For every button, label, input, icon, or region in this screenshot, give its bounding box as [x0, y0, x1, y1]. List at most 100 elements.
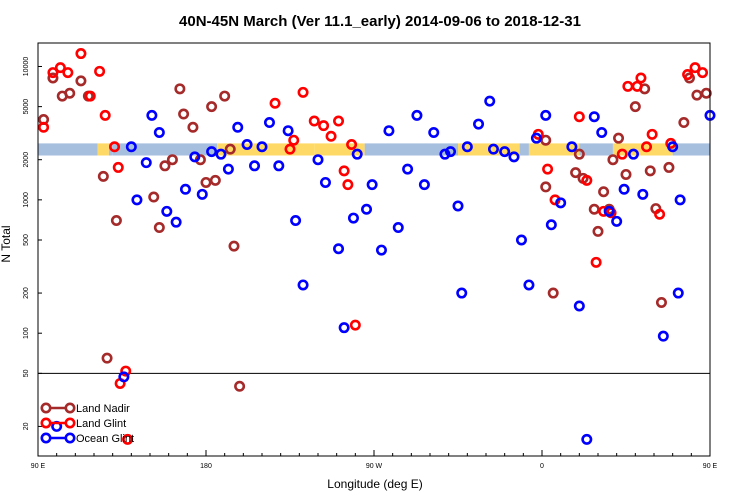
data-point-land-glint — [54, 62, 66, 74]
data-point-land-glint — [697, 67, 709, 79]
data-point-ocean-glint — [487, 143, 499, 155]
data-point-ocean-glint — [161, 205, 173, 217]
data-point-land-nadir — [110, 214, 122, 226]
chart-title: 40N-45N March (Ver 11.1_early) 2014-09-0… — [179, 13, 581, 30]
data-point-ocean-glint — [290, 214, 302, 226]
band-segment — [672, 143, 710, 156]
data-point-ocean-glint — [672, 287, 684, 299]
data-point-land-nadir — [209, 174, 221, 186]
data-point-ocean-glint — [555, 197, 567, 209]
data-point-ocean-glint — [618, 183, 630, 195]
data-point-ocean-glint — [351, 148, 363, 160]
data-point-land-glint — [269, 97, 281, 109]
data-point-land-glint — [109, 141, 121, 153]
data-point-land-glint — [47, 67, 59, 79]
data-point-land-nadir — [47, 72, 59, 84]
data-point-land-nadir — [573, 148, 585, 160]
data-point-land-nadir — [148, 191, 160, 203]
legend-label: Land Glint — [76, 418, 126, 430]
y-tick-label: 20 — [23, 422, 30, 430]
x-axis-label: Longitude (deg E) — [327, 477, 422, 491]
y-tick-label: 50 — [23, 369, 30, 377]
data-point-land-nadir — [206, 101, 218, 113]
data-point-ocean-glint — [473, 118, 485, 130]
legend-label: Ocean Glint — [76, 433, 134, 445]
data-point-ocean-glint — [333, 243, 345, 255]
data-point-ocean-glint — [125, 141, 137, 153]
data-point-land-glint — [288, 134, 300, 146]
x-axis-ticks: 90 E 180 90 W 0 90 E — [31, 450, 718, 470]
data-point-ocean-glint — [667, 141, 679, 153]
data-point-ocean-glint — [146, 109, 158, 121]
legend-marker — [64, 417, 76, 429]
data-point-ocean-glint — [603, 205, 615, 217]
data-point-land-nadir — [540, 181, 552, 193]
band-segment — [528, 143, 580, 156]
data-point-land-glint — [581, 174, 593, 186]
band-segment — [38, 143, 98, 156]
data-point-land-nadir — [101, 352, 113, 364]
band-segment — [97, 143, 109, 156]
data-point-land-glint — [318, 120, 330, 132]
data-point-land-nadir — [613, 132, 625, 144]
data-point-land-glint — [99, 109, 111, 121]
data-point-land-glint — [325, 130, 337, 142]
data-point-ocean-glint — [573, 300, 585, 312]
data-point-ocean-glint — [530, 132, 542, 144]
data-point-land-nadir — [187, 121, 199, 133]
data-point-ocean-glint — [215, 148, 227, 160]
y-tick-label: 5000 — [23, 99, 30, 115]
data-point-land-nadir — [228, 240, 240, 252]
data-point-land-glint — [689, 62, 701, 74]
data-point-land-glint — [284, 143, 296, 155]
data-point-ocean-glint — [338, 322, 350, 334]
data-point-land-glint — [120, 365, 132, 377]
data-point-ocean-glint — [428, 126, 440, 138]
data-point-ocean-glint — [189, 151, 201, 163]
data-point-land-glint — [112, 161, 124, 173]
data-point-land-nadir — [224, 143, 236, 155]
data-point-ocean-glint — [196, 188, 208, 200]
data-point-ocean-glint — [484, 95, 496, 107]
data-point-land-nadir — [219, 90, 231, 102]
data-point-land-nadir — [588, 203, 600, 215]
data-point-ocean-glint — [297, 279, 309, 291]
data-point-ocean-glint — [263, 117, 275, 129]
data-point-land-nadir — [174, 83, 186, 95]
data-point-land-nadir — [75, 75, 87, 87]
data-point-ocean-glint — [581, 433, 593, 445]
data-point-ocean-glint — [657, 330, 669, 342]
data-point-ocean-glint — [241, 139, 253, 151]
data-point-ocean-glint — [375, 244, 387, 256]
data-point-land-glint — [342, 179, 354, 191]
data-point-ocean-glint — [637, 188, 649, 200]
data-point-ocean-glint — [256, 141, 268, 153]
legend-marker — [64, 432, 76, 444]
data-point-ocean-glint — [402, 163, 414, 175]
data-point-land-glint — [654, 208, 666, 220]
data-point-ocean-glint — [206, 146, 218, 158]
data-point-ocean-glint — [312, 154, 324, 166]
x-tick-label: 180 — [200, 463, 212, 470]
data-point-ocean-glint — [347, 212, 359, 224]
data-point-ocean-glint — [439, 148, 451, 160]
x-tick-label: 90 E — [31, 463, 46, 470]
x-tick-label: 90 W — [366, 463, 383, 470]
data-point-land-glint — [682, 69, 694, 81]
data-point-land-nadir — [178, 108, 190, 120]
data-band — [38, 143, 710, 156]
data-point-land-nadir — [200, 176, 212, 188]
data-point-land-glint — [635, 72, 647, 84]
legend: Land Nadir Land Glint Ocean Glint — [40, 402, 134, 445]
data-point-ocean-glint — [179, 183, 191, 195]
data-point-ocean-glint — [418, 179, 430, 191]
data-point-land-glint — [308, 115, 320, 127]
data-point-ocean-glint — [222, 163, 234, 175]
y-tick-label: 200 — [23, 287, 30, 299]
data-point-land-nadir — [159, 160, 171, 172]
data-point-land-nadir — [234, 380, 246, 392]
data-point-ocean-glint — [445, 146, 457, 158]
data-point-land-nadir — [153, 222, 165, 234]
data-point-ocean-glint — [452, 200, 464, 212]
data-point-land-nadir — [678, 117, 690, 129]
